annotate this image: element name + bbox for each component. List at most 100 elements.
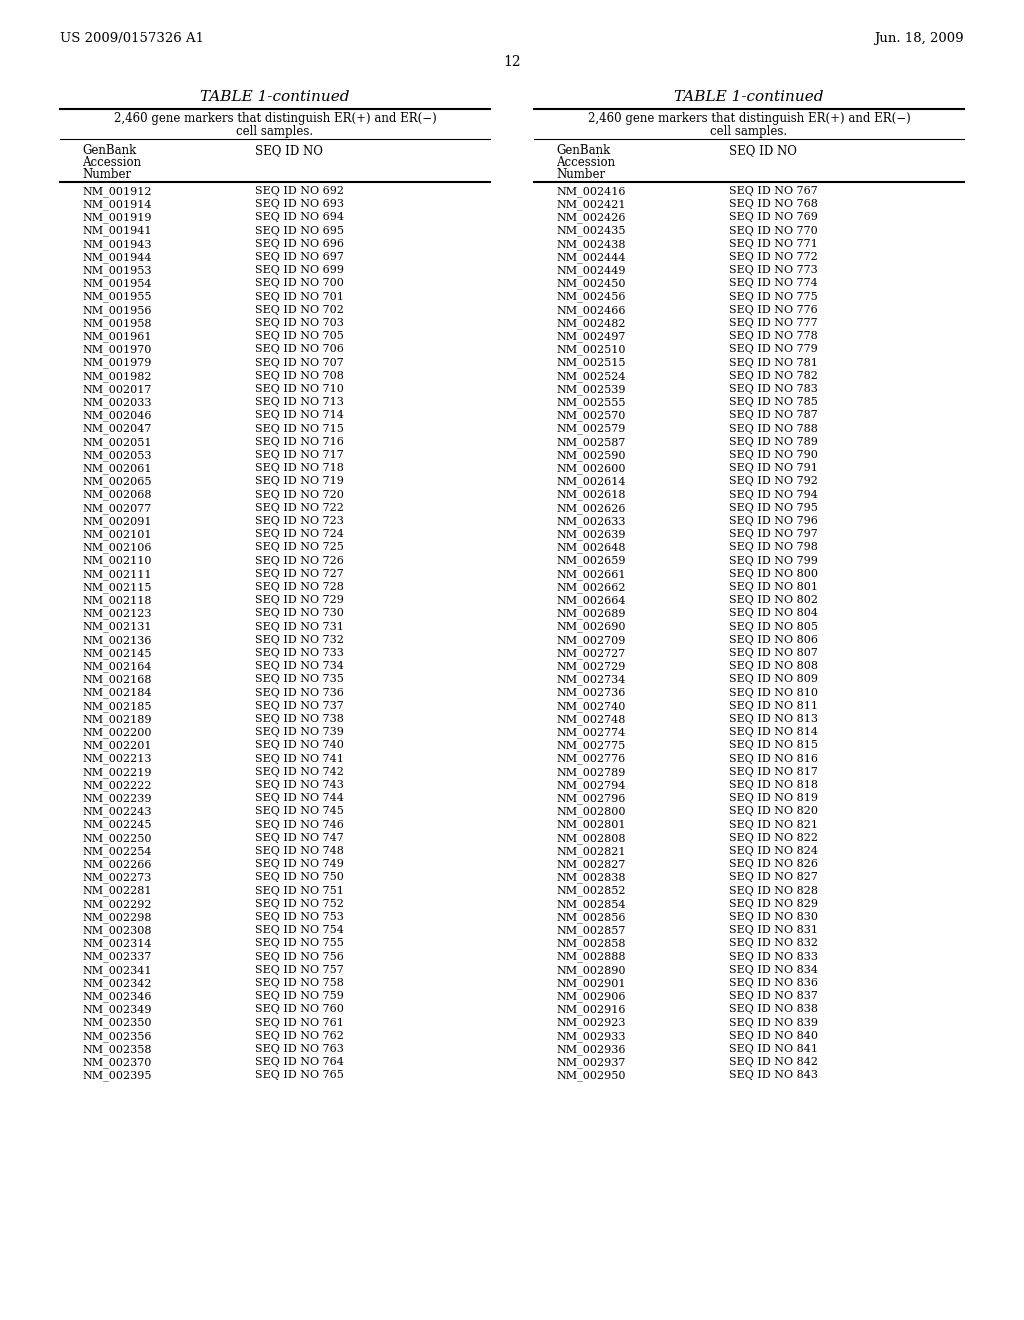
Text: SEQ ID NO 822: SEQ ID NO 822 (729, 833, 818, 842)
Text: SEQ ID NO 754: SEQ ID NO 754 (255, 925, 344, 935)
Text: NM_002314: NM_002314 (82, 939, 152, 949)
Text: NM_002349: NM_002349 (82, 1005, 152, 1015)
Text: SEQ ID NO 831: SEQ ID NO 831 (729, 925, 818, 935)
Text: NM_002736: NM_002736 (556, 688, 626, 698)
Text: NM_002614: NM_002614 (556, 477, 626, 487)
Text: NM_002633: NM_002633 (556, 516, 626, 527)
Text: NM_002421: NM_002421 (556, 199, 626, 210)
Text: SEQ ID NO 729: SEQ ID NO 729 (255, 595, 344, 605)
Text: SEQ ID NO 714: SEQ ID NO 714 (255, 411, 344, 420)
Text: SEQ ID NO 808: SEQ ID NO 808 (729, 661, 818, 671)
Text: NM_002626: NM_002626 (556, 503, 626, 513)
Text: GenBank: GenBank (82, 144, 136, 157)
Text: NM_002341: NM_002341 (82, 965, 152, 975)
Text: SEQ ID NO 819: SEQ ID NO 819 (729, 793, 818, 803)
Text: SEQ ID NO 764: SEQ ID NO 764 (255, 1057, 344, 1067)
Text: NM_002189: NM_002189 (82, 714, 152, 725)
Text: NM_002222: NM_002222 (82, 780, 152, 791)
Text: SEQ ID NO 834: SEQ ID NO 834 (729, 965, 818, 974)
Text: NM_002740: NM_002740 (556, 701, 626, 711)
Text: SEQ ID NO 810: SEQ ID NO 810 (729, 688, 818, 697)
Text: NM_002136: NM_002136 (82, 635, 152, 645)
Text: SEQ ID NO 705: SEQ ID NO 705 (255, 331, 344, 341)
Text: SEQ ID NO 739: SEQ ID NO 739 (255, 727, 344, 737)
Text: SEQ ID NO 737: SEQ ID NO 737 (255, 701, 344, 710)
Text: NM_001958: NM_001958 (82, 318, 152, 329)
Text: SEQ ID NO 733: SEQ ID NO 733 (255, 648, 344, 657)
Text: NM_002838: NM_002838 (556, 873, 626, 883)
Text: NM_002356: NM_002356 (82, 1031, 152, 1041)
Text: NM_001912: NM_001912 (82, 186, 152, 197)
Text: SEQ ID NO 816: SEQ ID NO 816 (729, 754, 818, 763)
Text: NM_002858: NM_002858 (556, 939, 626, 949)
Text: SEQ ID NO 761: SEQ ID NO 761 (255, 1018, 344, 1027)
Text: NM_002053: NM_002053 (82, 450, 152, 461)
Text: NM_002901: NM_002901 (556, 978, 626, 989)
Text: NM_002308: NM_002308 (82, 925, 152, 936)
Text: NM_002047: NM_002047 (82, 424, 152, 434)
Text: NM_002600: NM_002600 (556, 463, 626, 474)
Text: SEQ ID NO 794: SEQ ID NO 794 (729, 490, 818, 499)
Text: NM_002111: NM_002111 (82, 569, 152, 579)
Text: NM_002123: NM_002123 (82, 609, 152, 619)
Text: SEQ ID NO 756: SEQ ID NO 756 (255, 952, 344, 961)
Text: SEQ ID NO 746: SEQ ID NO 746 (255, 820, 344, 829)
Text: SEQ ID NO 824: SEQ ID NO 824 (729, 846, 818, 855)
Text: NM_002046: NM_002046 (82, 411, 152, 421)
Text: NM_002370: NM_002370 (82, 1057, 152, 1068)
Text: SEQ ID NO 724: SEQ ID NO 724 (255, 529, 344, 539)
Text: cell samples.: cell samples. (711, 125, 787, 139)
Text: SEQ ID NO 731: SEQ ID NO 731 (255, 622, 344, 631)
Text: NM_002775: NM_002775 (556, 741, 626, 751)
Text: NM_002729: NM_002729 (556, 661, 626, 672)
Text: SEQ ID NO 725: SEQ ID NO 725 (255, 543, 344, 552)
Text: SEQ ID NO 694: SEQ ID NO 694 (255, 213, 344, 222)
Text: SEQ ID NO 775: SEQ ID NO 775 (729, 292, 818, 301)
Text: NM_002639: NM_002639 (556, 529, 626, 540)
Text: NM_002789: NM_002789 (556, 767, 626, 777)
Text: SEQ ID NO 801: SEQ ID NO 801 (729, 582, 818, 591)
Text: NM_002239: NM_002239 (82, 793, 152, 804)
Text: NM_002250: NM_002250 (82, 833, 152, 843)
Text: SEQ ID NO 707: SEQ ID NO 707 (255, 358, 344, 367)
Text: NM_002821: NM_002821 (556, 846, 626, 857)
Text: NM_002888: NM_002888 (556, 952, 626, 962)
Text: NM_001914: NM_001914 (82, 199, 152, 210)
Text: NM_001982: NM_001982 (82, 371, 152, 381)
Text: NM_002916: NM_002916 (556, 1005, 626, 1015)
Text: NM_002748: NM_002748 (556, 714, 626, 725)
Text: NM_002110: NM_002110 (82, 556, 152, 566)
Text: NM_002358: NM_002358 (82, 1044, 152, 1055)
Text: NM_002438: NM_002438 (556, 239, 626, 249)
Text: NM_002648: NM_002648 (556, 543, 626, 553)
Text: SEQ ID NO 702: SEQ ID NO 702 (255, 305, 344, 314)
Text: NM_001919: NM_001919 (82, 213, 152, 223)
Text: NM_002906: NM_002906 (556, 991, 626, 1002)
Text: SEQ ID NO 811: SEQ ID NO 811 (729, 701, 818, 710)
Text: SEQ ID NO 722: SEQ ID NO 722 (255, 503, 344, 512)
Text: Jun. 18, 2009: Jun. 18, 2009 (874, 32, 964, 45)
Text: NM_002346: NM_002346 (82, 991, 152, 1002)
Text: NM_002184: NM_002184 (82, 688, 152, 698)
Text: NM_002524: NM_002524 (556, 371, 626, 381)
Text: SEQ ID NO 804: SEQ ID NO 804 (729, 609, 818, 618)
Text: SEQ ID NO 841: SEQ ID NO 841 (729, 1044, 818, 1053)
Text: SEQ ID NO 693: SEQ ID NO 693 (255, 199, 344, 209)
Text: SEQ ID NO 829: SEQ ID NO 829 (729, 899, 818, 908)
Text: NM_002101: NM_002101 (82, 529, 152, 540)
Text: NM_002890: NM_002890 (556, 965, 626, 975)
Text: NM_002450: NM_002450 (556, 279, 626, 289)
Text: NM_002579: NM_002579 (556, 424, 626, 434)
Text: TABLE 1-continued: TABLE 1-continued (201, 90, 350, 104)
Text: SEQ ID NO 843: SEQ ID NO 843 (729, 1071, 818, 1080)
Text: SEQ ID NO 782: SEQ ID NO 782 (729, 371, 818, 380)
Text: NM_002661: NM_002661 (556, 569, 626, 579)
Text: NM_002145: NM_002145 (82, 648, 152, 659)
Text: SEQ ID NO 788: SEQ ID NO 788 (729, 424, 818, 433)
Text: SEQ ID NO 703: SEQ ID NO 703 (255, 318, 344, 327)
Text: SEQ ID NO 719: SEQ ID NO 719 (255, 477, 344, 486)
Text: NM_001970: NM_001970 (82, 345, 152, 355)
Text: NM_002776: NM_002776 (556, 754, 626, 764)
Text: NM_002273: NM_002273 (82, 873, 152, 883)
Text: NM_002185: NM_002185 (82, 701, 152, 711)
